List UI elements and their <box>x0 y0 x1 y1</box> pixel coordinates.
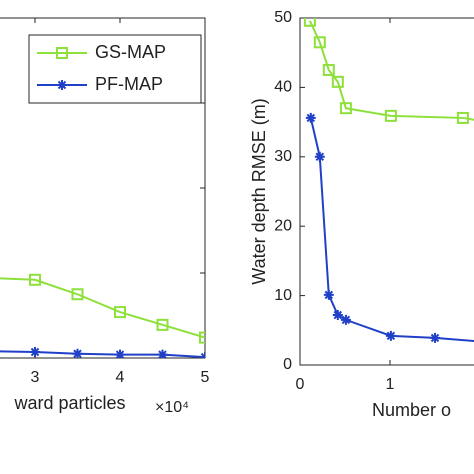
legend-box <box>28 34 202 104</box>
marker <box>314 151 325 162</box>
y-axis-label: Water depth RMSE (m) <box>249 98 269 284</box>
marker <box>313 36 326 49</box>
series-line <box>0 277 205 339</box>
marker <box>305 112 316 123</box>
marker <box>199 331 205 344</box>
marker <box>114 306 126 319</box>
marker <box>430 332 440 343</box>
y-tick-label: 10 <box>274 287 292 304</box>
legend-label: GS-MAP <box>95 42 166 62</box>
y-tick-label: 50 <box>274 9 292 26</box>
series-line <box>0 350 205 358</box>
x-axis-label: ward particles <box>13 393 125 413</box>
x-tick-label: 1 <box>386 376 395 393</box>
marker <box>339 102 352 115</box>
marker <box>331 75 344 88</box>
marker <box>30 347 40 358</box>
x-multiplier: ×10⁴ <box>155 399 189 416</box>
x-tick-label: 0 <box>296 376 305 393</box>
x-tick-label: 3 <box>31 369 40 386</box>
legend-marker <box>57 80 67 90</box>
x-tick-label: 5 <box>201 369 210 386</box>
marker <box>456 111 469 124</box>
series-line <box>309 117 474 342</box>
plot-area <box>303 18 474 343</box>
marker <box>332 310 343 321</box>
marker <box>340 314 351 325</box>
marker <box>71 288 84 301</box>
legend-marker <box>56 47 68 59</box>
marker <box>115 349 125 358</box>
y-tick-label: 20 <box>274 217 292 234</box>
marker <box>157 349 168 358</box>
marker <box>385 330 396 341</box>
x-axis-label: Number o <box>372 400 451 420</box>
y-tick-label: 30 <box>274 148 292 165</box>
marker <box>303 18 316 27</box>
plot-area <box>0 273 205 358</box>
marker <box>29 273 41 286</box>
marker <box>156 318 169 331</box>
marker <box>322 64 335 77</box>
marker <box>384 109 397 122</box>
y-tick-label: 0 <box>283 356 292 373</box>
x-tick-label: 4 <box>116 369 125 386</box>
marker <box>323 289 334 300</box>
marker <box>72 348 83 358</box>
y-tick-label: 40 <box>274 79 292 96</box>
legend-label: PF-MAP <box>95 74 163 94</box>
